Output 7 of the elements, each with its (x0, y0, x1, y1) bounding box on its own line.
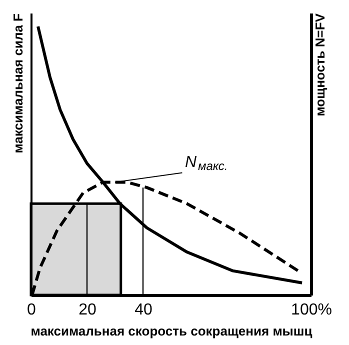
y-axis-title: максимальная сила F (10, 13, 26, 154)
x-tick-label: 0 (27, 302, 36, 318)
x-tick-label: 20 (78, 302, 96, 318)
y2-axis-title: мощность N=FV (312, 13, 328, 116)
x-tick-label: 100% (291, 302, 332, 318)
x-axis-title: максимальная скорость сокращения мышц (30, 324, 312, 338)
x-tick-label: 40 (134, 302, 152, 318)
